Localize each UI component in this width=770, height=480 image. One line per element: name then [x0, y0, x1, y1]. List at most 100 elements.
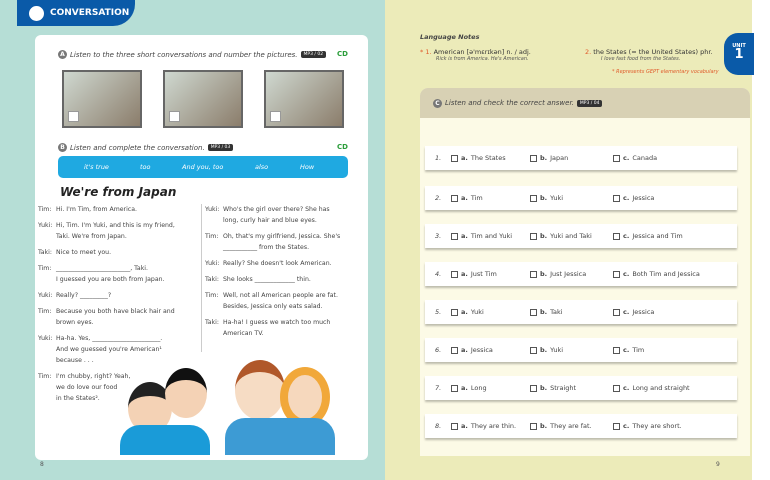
page-edge [752, 0, 770, 480]
option-letter: b. [540, 194, 548, 202]
checkbox[interactable] [613, 422, 620, 430]
number-box[interactable] [68, 111, 79, 122]
checkbox[interactable] [613, 308, 620, 316]
checkbox[interactable] [451, 154, 458, 162]
option-a[interactable]: a. They are thin. [451, 422, 516, 430]
option-c[interactable]: c. Jessica and Tim [613, 232, 683, 240]
checkbox[interactable] [613, 154, 620, 162]
cd-icon[interactable]: CD [337, 50, 348, 58]
option-a[interactable]: a. Tim and Yuki [451, 232, 512, 240]
option-b[interactable]: b. Straight [530, 384, 576, 392]
dialogue-line: because . . . [38, 356, 94, 366]
line-text: brown eyes. [56, 319, 94, 326]
speaker: Tim: [38, 206, 52, 213]
option-b[interactable]: b. Yuki [530, 346, 563, 354]
line-text: Hi, Tim. I'm Yuki, and this is my friend… [56, 222, 175, 229]
option-text: Yuki [550, 194, 564, 202]
option-letter: b. [540, 232, 548, 240]
dialogue-line: brown eyes. [38, 318, 94, 328]
line-text: because . . . [56, 357, 94, 364]
checkbox[interactable] [530, 270, 537, 278]
option-a[interactable]: a. Jessica [451, 346, 493, 354]
checkbox[interactable] [530, 384, 537, 392]
question-row: 4. a. Just Tim b. Just Jessica c. Both Tim and… [425, 262, 737, 286]
option-letter: c. [623, 270, 630, 278]
checkbox[interactable] [613, 346, 620, 354]
checkbox[interactable] [451, 308, 458, 316]
audio-badge[interactable]: MP3 / 03 [207, 144, 234, 151]
line-text: Really? She doesn't look American. [223, 260, 332, 267]
option-c[interactable]: c. Jessica [613, 308, 654, 316]
word: also [255, 163, 269, 171]
line-text: long, curly hair and blue eyes. [223, 217, 317, 224]
cd-icon[interactable]: CD [337, 143, 348, 151]
shirts [120, 425, 210, 455]
option-text: Jessica [632, 308, 655, 316]
dialogue-line: we do love our food [38, 383, 117, 393]
checkbox[interactable] [530, 308, 537, 316]
dialogue-line: Taki. We're from Japan. [38, 232, 127, 242]
option-b[interactable]: b. Taki [530, 308, 563, 316]
dialogue-line: American TV. [205, 329, 264, 339]
checkbox[interactable] [530, 232, 537, 240]
checkbox[interactable] [451, 422, 458, 430]
option-text: Taki [550, 308, 563, 316]
question-number: 4. [435, 270, 442, 278]
checkbox[interactable] [451, 384, 458, 392]
option-letter: c. [623, 346, 630, 354]
checkbox[interactable] [530, 154, 537, 162]
option-b[interactable]: b. Yuki and Taki [530, 232, 592, 240]
checkbox[interactable] [530, 194, 537, 202]
checkbox[interactable] [613, 384, 620, 392]
question-row: 8. a. They are thin. b. They are fat. c. They … [425, 414, 737, 438]
option-letter: c. [623, 232, 630, 240]
note-1: * 1. American [ə'mɛrɪkən] n. / adj. Rick … [420, 48, 531, 62]
option-c[interactable]: c. Jessica [613, 194, 654, 202]
question-row: 1. a. The States b. Japan c. Canada [425, 146, 737, 170]
option-c[interactable]: c. They are short. [613, 422, 682, 430]
checkbox[interactable] [451, 194, 458, 202]
line-text: ________________________, Taki. [56, 265, 148, 272]
audio-badge[interactable]: MP3 / 04 [576, 99, 603, 107]
option-c[interactable]: c. Both Tim and Jessica [613, 270, 700, 278]
option-a[interactable]: a. Long [451, 384, 487, 392]
option-a[interactable]: a. Tim [451, 194, 483, 202]
option-a[interactable]: a. Just Tim [451, 270, 497, 278]
option-c[interactable]: c. Canada [613, 154, 657, 162]
checkbox[interactable] [530, 422, 537, 430]
option-c[interactable]: c. Long and straight [613, 384, 690, 392]
checkbox[interactable] [451, 232, 458, 240]
number-box[interactable] [270, 111, 281, 122]
dialogue-line: I guessed you are both from Japan. [38, 275, 165, 285]
line-text: And we guessed you're American¹ [56, 346, 162, 353]
speaker: Tim: [38, 265, 52, 272]
option-text: Tim [470, 194, 483, 202]
option-c[interactable]: c. Tim [613, 346, 644, 354]
option-text: Japan [550, 154, 569, 162]
option-b[interactable]: b. They are fat. [530, 422, 592, 430]
checkbox[interactable] [613, 270, 620, 278]
option-text: Jessica and Tim [632, 232, 683, 240]
line-text: Ha-ha! I guess we watch too much [223, 319, 331, 326]
checkbox[interactable] [613, 194, 620, 202]
exercise-letter: C [433, 98, 442, 108]
photo-3 [264, 70, 344, 128]
option-b[interactable]: b. Japan [530, 154, 568, 162]
option-b[interactable]: b. Yuki [530, 194, 563, 202]
option-letter: a. [461, 422, 468, 430]
conversation-title: We're from Japan [60, 185, 177, 199]
number-box[interactable] [169, 111, 180, 122]
checkbox[interactable] [451, 270, 458, 278]
question-number: 5. [435, 308, 442, 316]
option-a[interactable]: a. Yuki [451, 308, 484, 316]
section-title: CONVERSATION [50, 8, 130, 18]
option-text: The States [470, 154, 506, 162]
audio-badge[interactable]: MP3 / 02 [300, 51, 327, 58]
checkbox[interactable] [451, 346, 458, 354]
option-text: Both Tim and Jessica [632, 270, 700, 278]
option-a[interactable]: a. The States [451, 154, 506, 162]
checkbox[interactable] [613, 232, 620, 240]
option-b[interactable]: b. Just Jessica [530, 270, 586, 278]
option-letter: b. [540, 308, 548, 316]
checkbox[interactable] [530, 346, 537, 354]
